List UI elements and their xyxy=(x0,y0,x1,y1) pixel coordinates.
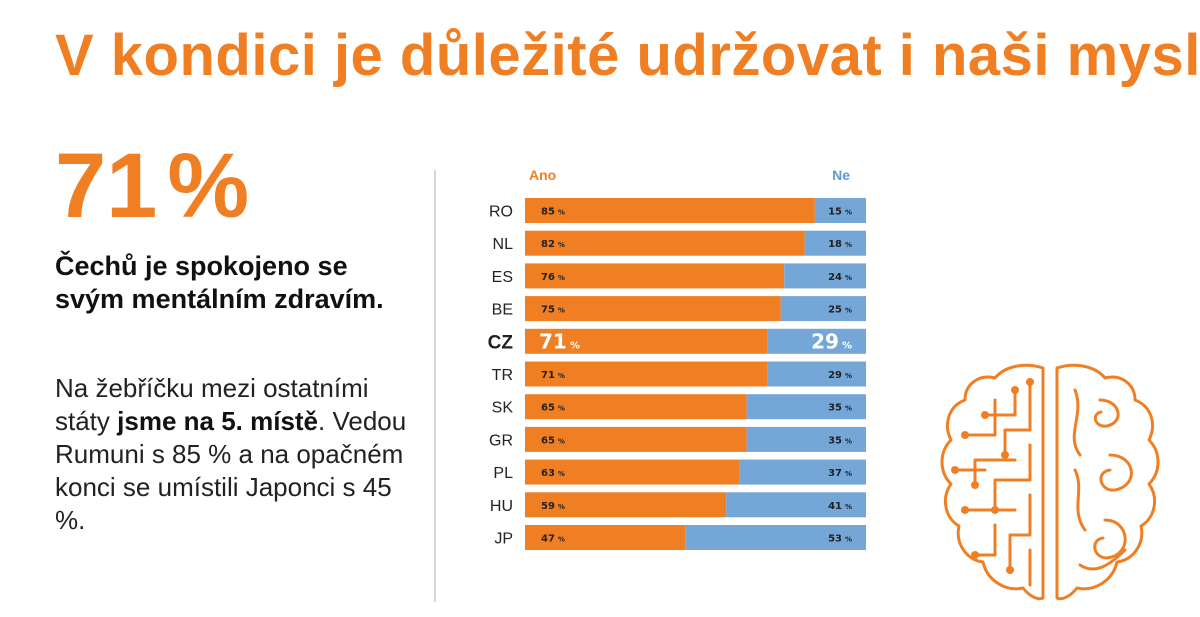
value-label-ne: 25% xyxy=(828,305,852,316)
value-label-ne: 53% xyxy=(828,534,852,545)
subtitle-line-1: Čechů je spokojeno se xyxy=(55,251,348,281)
bar-ne xyxy=(814,198,866,223)
value-label-ne: 35% xyxy=(828,403,852,414)
value-label-ne: 35% xyxy=(828,435,852,446)
bar-ano xyxy=(525,230,805,256)
bar-ne xyxy=(767,361,866,387)
brain-circuit-icon xyxy=(940,363,1160,601)
value-label-ano: 63% xyxy=(541,468,565,479)
value-label-ne: 37% xyxy=(828,468,852,479)
headline-unit: % xyxy=(167,135,250,237)
value-label-ano: 75% xyxy=(541,305,565,316)
bar-ano xyxy=(525,525,686,550)
value-label-ne: 24% xyxy=(828,272,852,283)
bar-ne xyxy=(784,263,866,289)
headline-value: 71 xyxy=(55,135,158,237)
bar-ne xyxy=(804,230,866,256)
category-label: JP xyxy=(494,531,513,548)
value-label-ne: 29% xyxy=(811,329,852,353)
category-label: GR xyxy=(489,432,513,449)
bar-ano xyxy=(525,361,768,387)
bar-ne xyxy=(767,328,866,354)
bar-ne xyxy=(780,296,866,322)
value-label-ano: 85% xyxy=(541,207,565,218)
value-label-ano: 59% xyxy=(541,501,565,512)
bar-ne xyxy=(726,492,866,518)
page-title: V kondici je důležité udržovat i naši my… xyxy=(55,23,1200,88)
category-label: TR xyxy=(492,367,513,384)
bar-ano xyxy=(525,328,768,354)
category-label: CZ xyxy=(488,332,514,353)
value-label-ne: 15% xyxy=(828,207,852,218)
bar-ano xyxy=(525,296,781,322)
bar-ano xyxy=(525,492,727,518)
bar-ano xyxy=(525,394,747,420)
bar-ne xyxy=(746,394,866,420)
value-label-ne: 29% xyxy=(828,370,852,381)
category-label: RO xyxy=(489,204,513,221)
value-label-ano: 82% xyxy=(541,239,565,250)
category-label: HU xyxy=(490,498,513,515)
bar-ano xyxy=(525,459,740,485)
paragraph-text-1: Na žebříčku mezi ostatními státy xyxy=(55,373,369,437)
value-label-ne: 18% xyxy=(828,239,852,250)
value-label-ano: 47% xyxy=(541,534,565,545)
value-label-ano: 65% xyxy=(541,435,565,446)
bar-ne xyxy=(685,525,866,550)
category-label: NL xyxy=(493,236,514,253)
headline-subtitle: Čechů je spokojeno se svým mentálním zdr… xyxy=(55,250,415,317)
bar-ano xyxy=(525,263,785,289)
category-label: PL xyxy=(493,465,513,482)
divider xyxy=(434,170,436,602)
category-label: BE xyxy=(492,302,513,319)
stacked-bar-chart: Ano Ne RO 85% 15 % NL 82% 18 % ES 76% 24 % BE 75% 25 % CZ 7… xyxy=(488,167,866,550)
subtitle-line-2: svým mentálním zdravím. xyxy=(55,284,384,315)
value-label-ano: 65% xyxy=(541,403,565,414)
value-label-ano: 71% xyxy=(541,370,565,381)
bar-ano xyxy=(525,426,747,452)
category-label: SK xyxy=(492,400,514,417)
paragraph-bold: jsme na 5. místě xyxy=(117,406,319,437)
category-label: ES xyxy=(492,269,513,286)
value-label-ano: 76% xyxy=(541,272,565,283)
headline-stat: 71% xyxy=(55,140,249,232)
paragraph-text-2: . Vedou Rumuni s 85 % a na opačném konci… xyxy=(55,406,407,536)
bar-ne xyxy=(746,426,866,452)
legend-ano: Ano xyxy=(529,167,556,183)
value-label-ne: 41% xyxy=(828,501,852,512)
ranking-paragraph: Na žebříčku mezi ostatními státy jsme na… xyxy=(55,372,415,537)
legend-ne: Ne xyxy=(832,167,850,183)
bar-ne xyxy=(739,459,866,485)
bar-ano xyxy=(525,198,815,223)
